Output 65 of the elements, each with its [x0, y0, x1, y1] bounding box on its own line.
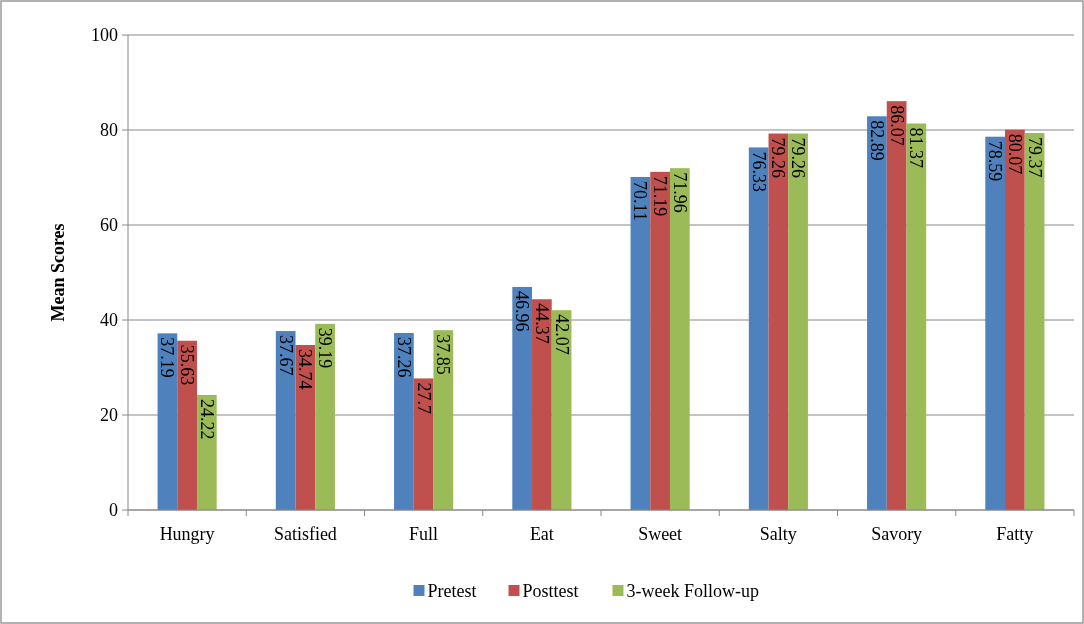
data-label: 27.7 [413, 382, 434, 414]
bar [157, 333, 178, 510]
legend-label: 3-week Follow-up [626, 581, 759, 601]
y-tick-label: 60 [100, 215, 118, 235]
x-tick-label: Satisfied [273, 524, 337, 544]
legend-label: Posttest [522, 581, 579, 601]
data-label: 34.74 [295, 348, 316, 390]
data-label: 70.11 [630, 180, 651, 221]
data-label: 37.85 [433, 334, 454, 375]
data-label: 76.33 [748, 151, 769, 192]
bar [768, 133, 789, 510]
bar [177, 340, 197, 510]
data-label: 44.37 [531, 303, 552, 344]
x-tick-label: Fatty [996, 524, 1034, 544]
data-label: 24.22 [196, 398, 217, 440]
data-label: 71.19 [650, 175, 671, 217]
data-label: 35.63 [177, 344, 198, 386]
bar [394, 333, 414, 510]
bar [906, 123, 927, 510]
bar [1005, 129, 1025, 510]
y-axis-title: Mean Scores [48, 223, 68, 322]
bar [275, 331, 296, 510]
y-tick-label: 80 [100, 120, 118, 140]
bar [433, 330, 454, 510]
bar [650, 171, 670, 510]
legend-label: Pretest [427, 581, 477, 601]
data-label: 37.19 [157, 337, 178, 378]
bar [512, 286, 533, 510]
data-label: 46.96 [512, 290, 533, 332]
data-label: 78.59 [985, 140, 1006, 182]
data-label: 39.19 [315, 327, 336, 369]
y-tick-label: 40 [100, 310, 118, 330]
data-label: 80.07 [1004, 133, 1025, 175]
bar [1024, 132, 1045, 510]
bar [788, 133, 808, 510]
bar [669, 168, 690, 510]
data-label: 79.26 [768, 137, 789, 179]
bar [532, 299, 552, 510]
y-tick-label: 20 [100, 405, 118, 425]
x-tick-label: Eat [529, 524, 554, 544]
data-label: 86.07 [886, 105, 907, 146]
data-label: 37.67 [275, 335, 296, 376]
bar [315, 323, 335, 510]
x-tick-label: Salty [759, 524, 797, 544]
bar [867, 116, 887, 510]
y-tick-label: 100 [91, 25, 118, 45]
bar [886, 101, 907, 510]
data-label: 71.96 [669, 172, 690, 213]
data-label: 79.26 [788, 137, 809, 179]
bar [413, 378, 434, 510]
x-tick-label: Hungry [159, 524, 215, 544]
data-label: 37.26 [393, 337, 414, 378]
bar [748, 147, 769, 510]
x-tick-label: Savory [871, 524, 923, 544]
bar [196, 394, 217, 510]
data-label: 82.89 [866, 120, 887, 161]
data-label: 79.37 [1024, 136, 1045, 178]
x-tick-label: Full [409, 524, 439, 544]
bar [551, 310, 572, 510]
x-tick-label: Sweet [638, 524, 683, 544]
bar [985, 136, 1006, 510]
data-label: 81.37 [906, 127, 927, 168]
data-label: 42.07 [551, 314, 572, 355]
bar [630, 176, 651, 510]
y-tick-label: 0 [109, 500, 118, 520]
